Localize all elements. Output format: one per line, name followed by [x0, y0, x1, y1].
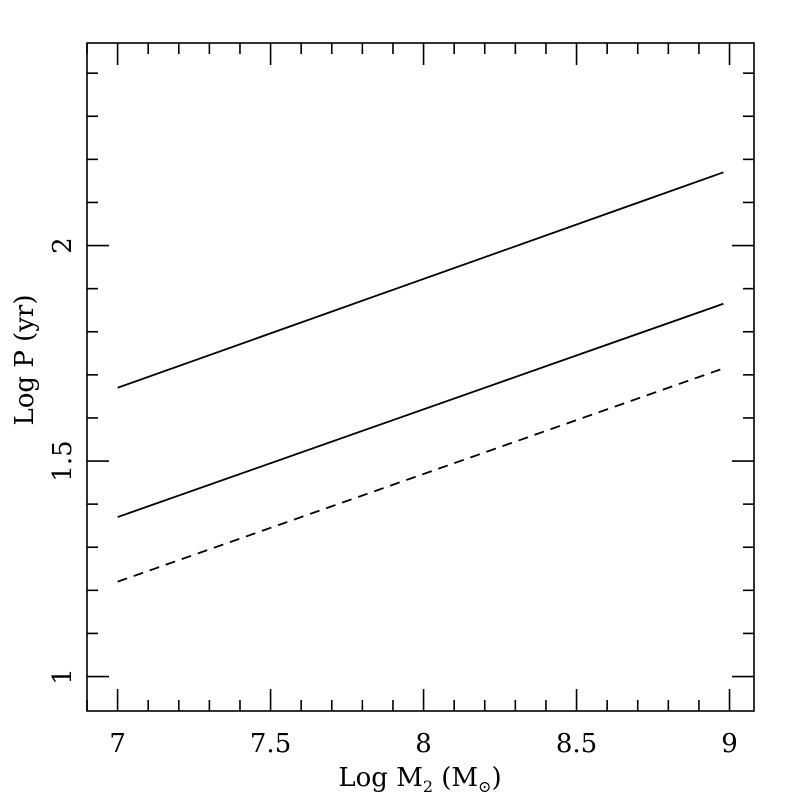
plot-frame: [86, 42, 755, 712]
x-axis-title-prefix: Log M: [338, 763, 422, 793]
series-line-1: [117, 171, 724, 389]
x-tick-label: 9: [721, 729, 738, 759]
x-tick-label: 7.5: [250, 729, 291, 759]
x-axis-title-unit-symbol: ⊙: [478, 777, 491, 796]
x-axis-title-unit-open: (M: [433, 763, 478, 793]
x-axis-title-unit-close: ): [491, 763, 501, 793]
y-tick-label: 2: [48, 237, 78, 254]
x-axis-title: Log M2 (M⊙): [338, 763, 501, 796]
x-tick-label: 8: [415, 729, 432, 759]
x-tick-label: 7: [109, 729, 126, 759]
y-tick-label: 1.5: [48, 440, 78, 481]
x-axis-title-subscript: 2: [423, 777, 433, 796]
series-group: [117, 171, 724, 583]
axis-ticks: [86, 43, 754, 711]
y-axis-title: Log P (yr): [10, 295, 40, 426]
series-line-3: [117, 367, 724, 583]
series-line-2: [117, 302, 724, 518]
tick-labels: 7 7.5 8 8.5 9 1 1.5 2: [48, 237, 738, 759]
x-tick-label: 8.5: [556, 729, 597, 759]
y-tick-label: 1: [48, 668, 78, 685]
